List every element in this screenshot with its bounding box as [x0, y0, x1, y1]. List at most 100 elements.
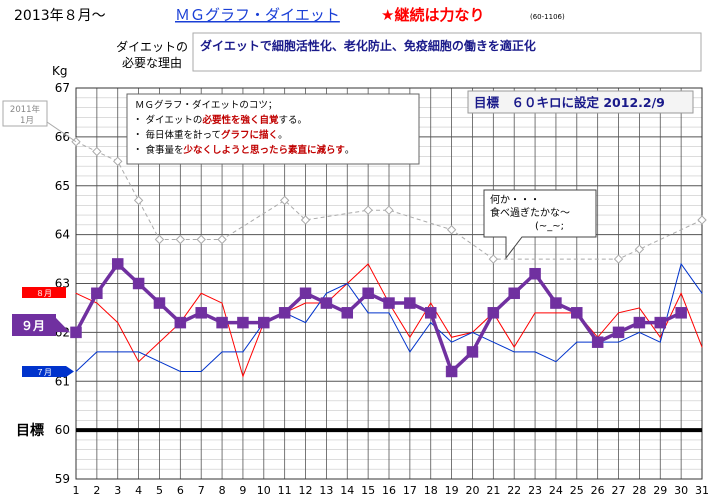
data-point: · [680, 260, 682, 268]
data-point [71, 327, 82, 338]
data-point [446, 366, 457, 377]
data-point: · [137, 358, 139, 366]
y-tick-labels: 596061626364656667 [55, 81, 70, 486]
x-tick-label: 14 [340, 484, 354, 497]
series-layer: ········································… [71, 138, 707, 381]
series-line [76, 264, 681, 372]
label-aug-2012: ８月 [22, 287, 66, 298]
y-tick-label: 65 [55, 179, 70, 193]
tip-2: ・ 毎日体重を計ってグラフに描く。 [133, 129, 288, 141]
label-sep-text: ９月 [21, 319, 45, 333]
goal-label: 目標 [16, 422, 44, 439]
x-tick-label: 28 [632, 484, 646, 497]
x-tick-label: 24 [549, 484, 563, 497]
x-tick-label: 10 [257, 484, 271, 497]
data-point: · [304, 319, 306, 327]
data-point [698, 216, 706, 224]
data-point [467, 346, 478, 357]
data-point [530, 268, 541, 279]
x-tick-label: 25 [570, 484, 584, 497]
data-point [196, 307, 207, 318]
motto: ★継続は力なり [381, 6, 484, 24]
app-title: ＭＧグラフ・ダイエット [175, 6, 340, 24]
data-point [218, 236, 226, 244]
data-point: · [701, 290, 703, 298]
date-title: 2013年８月〜 [14, 8, 106, 24]
data-point: · [96, 300, 98, 308]
data-point: · [117, 319, 119, 327]
label-jul-pointer [66, 366, 74, 377]
data-point: · [346, 280, 348, 288]
data-point: · [325, 290, 327, 298]
data-point [321, 298, 332, 309]
goal-line: 目標 [16, 422, 702, 439]
x-tick-label: 21 [486, 484, 500, 497]
data-point: · [96, 348, 98, 356]
x-tick-label: 15 [361, 484, 375, 497]
data-point [175, 317, 186, 328]
data-point [155, 236, 163, 244]
data-point: · [200, 290, 202, 298]
data-point: · [221, 300, 223, 308]
callout-line-1: 何か・・・ [490, 193, 540, 206]
data-point: · [75, 290, 77, 298]
data-point: · [680, 290, 682, 298]
tip-3: ・ 食事量を少なくしようと思ったら素直に減らす。 [133, 144, 354, 156]
data-point: · [534, 348, 536, 356]
data-point [634, 317, 645, 328]
data-point [550, 298, 561, 309]
x-tick-label: 9 [239, 484, 246, 497]
x-tick-label: 27 [612, 484, 626, 497]
data-point [133, 278, 144, 289]
data-point: · [701, 344, 703, 352]
tips-box: ＭＧグラフ・ダイエットのコツ； ・ ダイエットの必要性を強く自覚する。 ・ 毎日… [127, 94, 419, 164]
data-point [571, 307, 582, 318]
tip-1: ・ ダイエットの必要性を強く自覚する。 [133, 114, 307, 126]
data-point [154, 298, 165, 309]
x-tick-label: 7 [198, 484, 205, 497]
y-tick-label: 64 [55, 228, 70, 242]
data-point: · [117, 348, 119, 356]
data-point: · [409, 348, 411, 356]
data-point [176, 236, 184, 244]
x-tick-label: 6 [177, 484, 184, 497]
data-point [425, 307, 436, 318]
data-point: · [242, 348, 244, 356]
goal-banner: 目標 ６０キロに設定 2012.2/9 [468, 91, 693, 113]
data-point [676, 307, 687, 318]
data-point [217, 317, 228, 328]
y-tick-label: 67 [55, 81, 70, 95]
data-point: · [137, 348, 139, 356]
data-point: · [200, 368, 202, 376]
x-tick-label: 17 [403, 484, 417, 497]
data-point: · [304, 300, 306, 308]
data-point: · [158, 358, 160, 366]
x-tick-label: 20 [465, 484, 479, 497]
reason-label-2: 必要な理由 [122, 56, 182, 70]
goal-banner-text: 目標 ６０キロに設定 2012.2/9 [474, 95, 665, 110]
data-point [93, 148, 101, 156]
x-tick-label: 16 [382, 484, 396, 497]
diet-chart: 2013年８月〜 ＭＧグラフ・ダイエット ★継続は力なり (60-1106) ダ… [0, 0, 709, 501]
data-point: · [471, 329, 473, 337]
tips-title: ＭＧグラフ・ダイエットのコツ； [135, 99, 277, 111]
data-point [488, 307, 499, 318]
data-point [258, 317, 269, 328]
data-point [592, 337, 603, 348]
x-tick-labels: 1234567891011121314151617181920212223242… [73, 484, 709, 497]
data-point [613, 327, 624, 338]
data-point [197, 236, 205, 244]
x-tick-label: 5 [156, 484, 163, 497]
label-aug-text: ８月 [36, 289, 52, 298]
data-point [279, 307, 290, 318]
data-point [342, 307, 353, 318]
data-point: · [367, 260, 369, 268]
series-sep_2013 [71, 258, 687, 377]
data-point: · [555, 358, 557, 366]
x-tick-label: 2 [93, 484, 100, 497]
reason-text: ダイエットで細胞活性化、老化防止、免疫細胞の働きを適正化 [200, 38, 536, 53]
data-point [112, 258, 123, 269]
label-jul-2013: ７月 [22, 366, 74, 377]
x-tick-label: 13 [319, 484, 333, 497]
data-point [114, 157, 122, 165]
